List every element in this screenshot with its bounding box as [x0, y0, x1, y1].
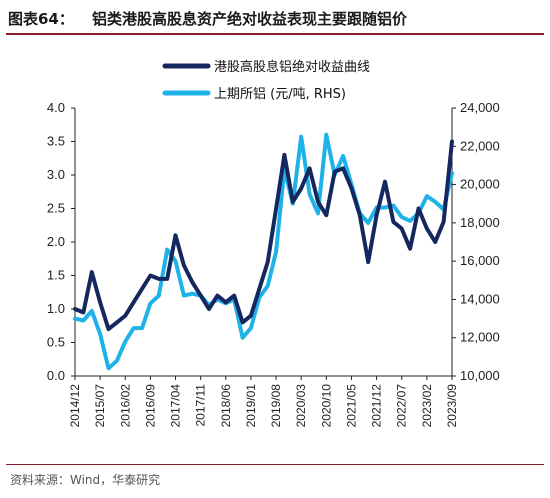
title-divider: [6, 33, 544, 35]
right-axis-tick-label: 16,000: [460, 253, 500, 268]
x-axis-tick-label: 2019/01: [244, 384, 258, 428]
right-axis-tick-label: 22,000: [460, 138, 500, 153]
figure-label: 图表64：: [8, 10, 74, 28]
x-axis-tick-label: 2016/02: [118, 384, 132, 428]
series-line-2: [73, 132, 454, 371]
left-axis-tick-label: 3.0: [47, 167, 65, 182]
x-axis-tick-label: 2021/05: [344, 384, 358, 428]
source-note: 资料来源：Wind，华泰研究: [10, 473, 161, 487]
left-axis-tick-label: 0.5: [47, 335, 65, 350]
x-axis-tick-label: 2022/07: [395, 384, 409, 428]
x-axis-tick-label: 2017/04: [169, 384, 183, 428]
legend-label-2: 上期所铝 (元/吨, RHS): [214, 87, 346, 102]
left-axis-tick-label: 4.0: [47, 100, 65, 115]
x-axis-tick-label: 2023/09: [445, 384, 459, 428]
x-axis-tick-label: 2020/10: [319, 384, 333, 428]
left-axis-tick-label: 2.0: [47, 234, 65, 249]
left-axis-tick-label: 3.5: [47, 134, 65, 149]
x-axis-tick-label: 2017/11: [194, 384, 208, 427]
right-axis-tick-label: 20,000: [460, 177, 500, 192]
x-axis-tick-label: 2018/06: [219, 384, 233, 428]
x-axis-tick-label: 2023/02: [420, 384, 434, 428]
x-axis-tick-label: 2015/07: [93, 384, 107, 428]
right-axis-tick-label: 18,000: [460, 215, 500, 230]
x-axis-tick-label: 2016/09: [143, 384, 157, 428]
right-axis-tick-label: 14,000: [460, 291, 500, 306]
footer-divider: [6, 464, 544, 465]
chart-axes: 0.0 0.5 1.0 1.5 2.0 2.5 3.0 3.5 4.0 10,000 12,000 1…: [47, 100, 500, 427]
right-axis-tick-label: 24,000: [460, 100, 500, 115]
left-axis-tick-label: 1.5: [47, 268, 65, 283]
left-axis-tick-label: 2.5: [47, 201, 65, 216]
x-axis-tick-label: 2021/12: [370, 384, 384, 428]
chart-lines: [73, 132, 454, 371]
x-axis-tick-label: 2019/08: [269, 384, 283, 428]
figure-title: 铝类港股高股息资产绝对收益表现主要跟随铝价: [92, 10, 408, 28]
x-axis-tick-label: 2020/03: [294, 384, 308, 428]
title-row: 图表64： 铝类港股高股息资产绝对收益表现主要跟随铝价: [6, 4, 544, 32]
legend-label-1: 港股高股息铝绝对收益曲线: [214, 59, 370, 75]
x-axis-tick-label: 2014/12: [68, 384, 82, 428]
right-axis-tick-label: 10,000: [460, 368, 500, 383]
left-axis-tick-label: 0.0: [47, 368, 65, 383]
right-axis-tick-label: 12,000: [460, 330, 500, 345]
series-line-1: [73, 139, 454, 332]
left-axis-tick-label: 1.0: [47, 301, 65, 316]
